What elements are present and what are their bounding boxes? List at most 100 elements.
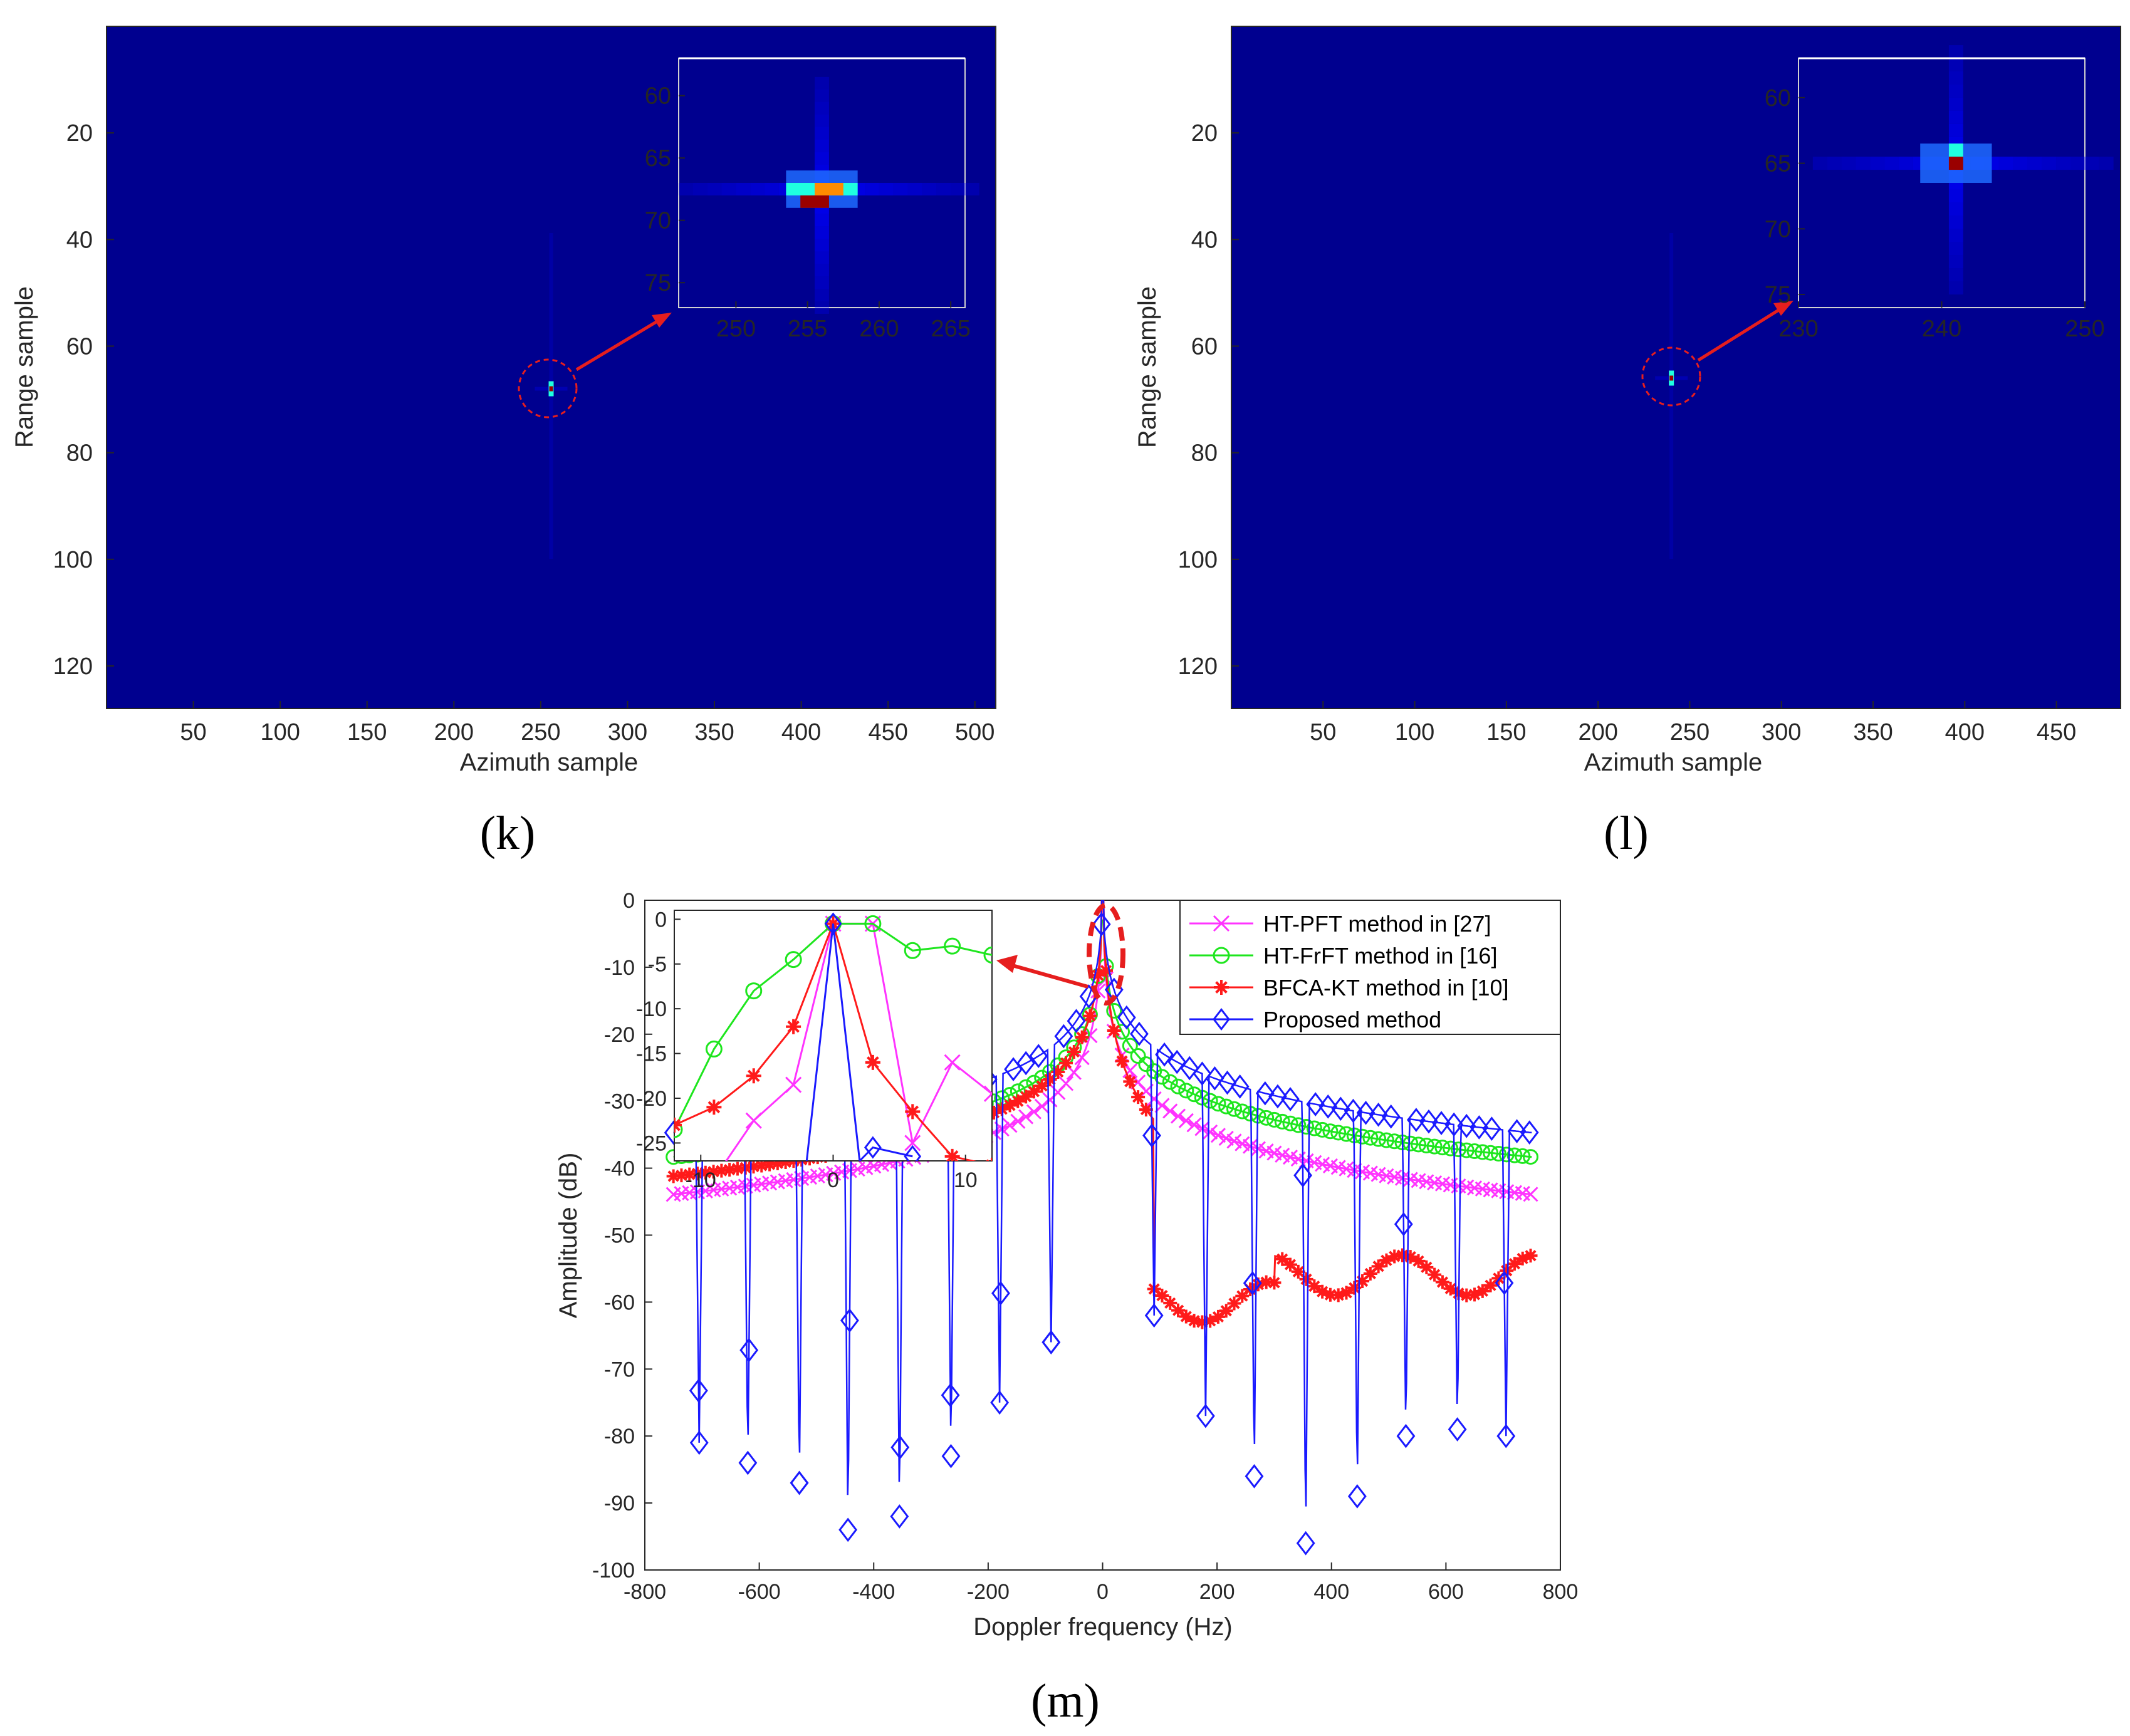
marker-asterisk xyxy=(666,1169,681,1183)
marker-diamond xyxy=(1356,1100,1376,1125)
marker-diamond xyxy=(1243,1271,1262,1296)
legend-label: HT-PFT method in [27] xyxy=(1263,911,1491,937)
heatmap-k-inset: 250 255 260 265 60 65 70 75 xyxy=(645,57,979,342)
inset-band-h-cell xyxy=(2099,157,2114,170)
marker-diamond xyxy=(689,1430,709,1455)
y-tick-label: -70 xyxy=(604,1358,635,1381)
inset-band-v-cell xyxy=(815,239,829,252)
inset-band-h-cell xyxy=(2042,157,2057,170)
marker-diamond xyxy=(1369,1102,1388,1127)
inset-band-v-cell xyxy=(815,214,829,227)
marker-diamond xyxy=(864,1136,882,1159)
marker-circle xyxy=(904,942,921,959)
marker-asterisk xyxy=(1067,1045,1081,1059)
marker-asterisk xyxy=(1139,1103,1153,1117)
inset-band-v-cell xyxy=(1948,229,1963,242)
inset-band-h-cell xyxy=(2013,157,2028,170)
marker-asterisk xyxy=(1083,1009,1097,1023)
marker-x xyxy=(1218,1130,1234,1146)
x-tick-label: 100 xyxy=(1395,719,1434,746)
marker-asterisk xyxy=(1011,1094,1025,1108)
x-tick-label: 300 xyxy=(1762,719,1801,746)
marker-circle xyxy=(1130,1048,1146,1064)
marker-asterisk xyxy=(1267,1276,1282,1290)
x-tick-label: 450 xyxy=(868,719,907,746)
marker-asterisk xyxy=(1491,1271,1506,1286)
marker-asterisk xyxy=(1203,1314,1218,1328)
y-tick-label: -20 xyxy=(604,1023,635,1047)
inset-band-v-cell xyxy=(815,152,829,165)
marker-diamond xyxy=(1347,1484,1367,1509)
inset-y-tick-label: 60 xyxy=(1765,85,1791,112)
marker-x xyxy=(1146,1091,1162,1107)
marker-asterisk xyxy=(1395,1248,1409,1262)
heatmap-k-y-ticks: 20 40 60 80 100 120 xyxy=(53,120,114,680)
y-tick-label: 40 xyxy=(1191,227,1218,253)
marker-circle xyxy=(1178,1083,1194,1099)
marker-x xyxy=(1162,1103,1178,1119)
marker-asterisk xyxy=(1179,1309,1193,1324)
marker-asterisk xyxy=(723,1163,737,1177)
marker-asterisk xyxy=(1251,1277,1265,1292)
marker-circle xyxy=(1523,1149,1539,1165)
inset-band-h-cell xyxy=(1856,157,1871,170)
marker-circle xyxy=(745,982,763,1000)
x-tick-label: 200 xyxy=(1199,1580,1235,1604)
x-tick-label: 400 xyxy=(1945,719,1985,746)
marker-circle xyxy=(1498,1146,1515,1163)
marker-asterisk xyxy=(1123,1074,1137,1089)
inset-band-v-cell xyxy=(1948,84,1963,98)
marker-diamond xyxy=(1245,1463,1264,1489)
marker-diamond xyxy=(840,1308,859,1333)
inset-band-h-cell xyxy=(2027,157,2042,170)
x-tick-label: 250 xyxy=(1670,719,1710,746)
inset-band-v-cell xyxy=(1948,58,1963,71)
marker-diamond xyxy=(1142,1123,1161,1148)
y-tick-label: -80 xyxy=(604,1425,635,1448)
inset-y-tick-label: 75 xyxy=(645,270,671,296)
x-tick-label: 600 xyxy=(1428,1580,1464,1604)
marker-asterisk xyxy=(1435,1275,1449,1289)
marker-asterisk xyxy=(905,1104,921,1120)
inset-band-v-cell xyxy=(815,289,829,302)
inset-core-orange xyxy=(815,183,843,195)
inset-band-h-cell xyxy=(1827,157,1842,170)
marker-asterisk xyxy=(778,1155,793,1170)
inset-band-v-cell xyxy=(1948,71,1963,85)
inset-band-v-cell xyxy=(1948,242,1963,256)
x-tick-label: 150 xyxy=(1486,719,1526,746)
marker-circle xyxy=(1306,1120,1322,1136)
x-tick-label: 800 xyxy=(1543,1580,1579,1604)
marker-asterisk xyxy=(770,1156,785,1170)
marker-asterisk xyxy=(1483,1278,1498,1292)
marker-circle xyxy=(1475,1144,1491,1160)
marker-circle xyxy=(1330,1125,1347,1141)
marker-diamond xyxy=(1296,1531,1315,1556)
marker-asterisk xyxy=(746,1160,761,1174)
x-tick-label: 350 xyxy=(694,719,734,746)
marker-asterisk xyxy=(1515,1251,1530,1266)
marker-circle xyxy=(1354,1128,1370,1145)
line-m-arrow xyxy=(1010,963,1088,989)
marker-asterisk xyxy=(1299,1272,1313,1286)
inset-x-tick-label: -10 xyxy=(686,1168,716,1192)
inset-band-v-cell xyxy=(1948,216,1963,229)
marker-asterisk xyxy=(1468,1287,1482,1302)
marker-asterisk xyxy=(1387,1249,1402,1264)
marker-asterisk xyxy=(706,1099,722,1115)
line-m-xlabel: Doppler frequency (Hz) xyxy=(973,1613,1233,1641)
x-tick-label: 50 xyxy=(1310,719,1336,746)
marker-x xyxy=(1523,1187,1538,1202)
legend-label: Proposed method xyxy=(1263,1007,1441,1032)
y-tick-label: 0 xyxy=(623,889,635,913)
marker-circle xyxy=(1386,1133,1402,1150)
marker-diamond xyxy=(838,1517,858,1542)
marker-circle xyxy=(1458,1142,1475,1158)
marker-diamond xyxy=(1230,1074,1250,1099)
marker-asterisk xyxy=(1003,1098,1017,1113)
inset-band-h-cell xyxy=(692,183,707,195)
x-tick-label: -400 xyxy=(852,1580,895,1604)
inset-y-tick-label: -5 xyxy=(648,953,667,977)
caption-l: (l) xyxy=(1604,807,1649,860)
inset-band-h-cell xyxy=(951,183,965,195)
